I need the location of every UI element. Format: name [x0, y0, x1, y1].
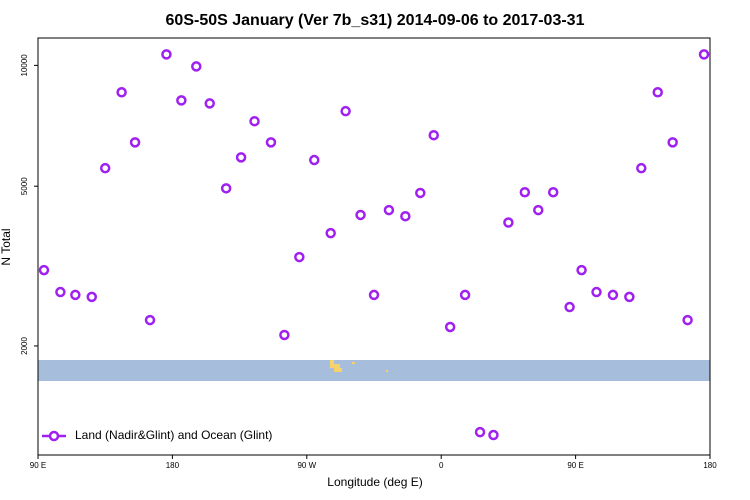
point [576, 264, 587, 276]
point [294, 251, 305, 263]
point [519, 186, 531, 198]
x-axis-label: Longitude (deg E) [327, 475, 422, 489]
point [503, 217, 514, 228]
point [624, 291, 635, 303]
point [533, 204, 544, 216]
point [428, 129, 439, 141]
point [564, 301, 575, 313]
land-patch [330, 360, 388, 372]
point [682, 314, 693, 326]
point [474, 426, 486, 438]
point [667, 137, 678, 148]
point [309, 154, 320, 166]
point [652, 87, 663, 98]
point [55, 286, 66, 298]
point [355, 209, 366, 221]
point [161, 49, 172, 60]
point [99, 162, 111, 174]
point [698, 49, 710, 60]
point [235, 152, 247, 163]
legend-marker [48, 430, 60, 442]
point [340, 105, 351, 117]
point [444, 321, 456, 333]
point [400, 210, 411, 222]
chart-title: 60S-50S January (Ver 7b_s31) 2014-09-06 … [166, 12, 585, 29]
point [176, 95, 187, 106]
point [325, 227, 336, 239]
point [204, 98, 215, 109]
x-tick-label: 0 [439, 461, 444, 470]
point [38, 264, 50, 276]
point [129, 137, 141, 148]
point [249, 115, 260, 127]
y-tick-label: 10000 [20, 54, 29, 77]
point [279, 329, 290, 341]
y-tick-label: 2000 [20, 337, 29, 355]
plot-frame [37, 37, 711, 456]
point [116, 87, 127, 98]
x-tick-label: 180 [166, 461, 180, 470]
x-tick-label: 90 E [567, 461, 583, 470]
x-tick-label: 90 W [297, 461, 316, 470]
point [191, 61, 202, 72]
point [459, 289, 471, 301]
point [86, 291, 98, 303]
point [265, 137, 277, 148]
x-tick-label: 180 [703, 461, 717, 470]
point [607, 289, 619, 301]
y-tick-label: 5000 [20, 177, 29, 195]
point [591, 286, 602, 298]
point [547, 186, 559, 198]
point [220, 183, 232, 194]
background-band [38, 360, 710, 381]
point [383, 204, 395, 216]
x-tick-label: 90 E [30, 461, 46, 470]
point [70, 289, 81, 301]
point [368, 289, 380, 301]
point [144, 314, 156, 326]
point [488, 429, 499, 441]
y-axis-label: N Total [0, 228, 13, 265]
point [636, 162, 647, 174]
legend-label: Land (Nadir&Glint) and Ocean (Glint) [75, 428, 272, 442]
point [415, 187, 426, 199]
